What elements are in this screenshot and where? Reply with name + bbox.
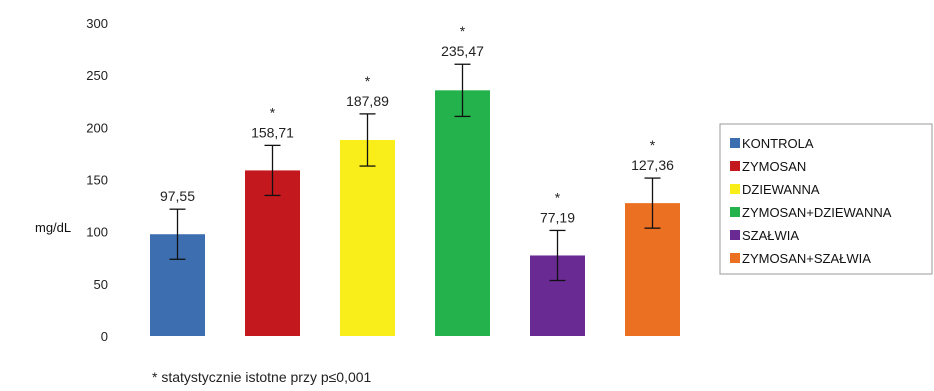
y-tick-label: 50 — [94, 277, 108, 292]
data-label: 97,55 — [160, 188, 195, 204]
data-label: 127,36 — [631, 157, 674, 173]
legend-swatch — [730, 230, 740, 240]
y-tick-label: 300 — [86, 16, 108, 31]
data-label: 77,19 — [540, 209, 575, 225]
data-label: 235,47 — [441, 43, 484, 59]
legend-swatch — [730, 161, 740, 171]
legend-entry: ZYMOSAN — [742, 159, 806, 174]
data-label: 158,71 — [251, 124, 294, 140]
y-axis: 0 50 100 150 200 250 300 — [86, 16, 108, 344]
footnote: * statystycznie istotne przy p≤0,001 — [152, 369, 372, 385]
significance-marker: * — [270, 104, 276, 120]
y-tick-label: 150 — [86, 173, 108, 188]
data-label: 187,89 — [346, 93, 389, 109]
legend-swatch — [730, 184, 740, 194]
legend: KONTROLA ZYMOSAN DZIEWANNA ZYMOSAN+DZIEWANN… — [719, 123, 933, 275]
legend-entry: ZYMOSAN+SZAŁWIA — [742, 251, 871, 266]
bars: 97,55 158,71 * 187,89 * 235,47 * 77,19 * 127,36 * — [150, 23, 680, 337]
legend-entry: KONTROLA — [742, 136, 814, 151]
significance-marker: * — [650, 137, 656, 153]
significance-marker: * — [365, 73, 371, 89]
y-axis-label: mg/dL — [35, 220, 71, 235]
legend-swatch — [730, 253, 740, 263]
y-tick-label: 200 — [86, 120, 108, 135]
bar — [245, 170, 300, 336]
y-tick-label: 100 — [86, 225, 108, 240]
legend-entry: ZYMOSAN+DZIEWANNA — [742, 205, 892, 220]
y-tick-label: 250 — [86, 68, 108, 83]
legend-swatch — [730, 138, 740, 148]
bar — [340, 139, 395, 336]
legend-entry: SZAŁWIA — [742, 228, 799, 243]
significance-marker: * — [555, 189, 561, 205]
legend-entry: DZIEWANNA — [742, 182, 820, 197]
significance-marker: * — [460, 23, 466, 39]
bar — [435, 90, 490, 337]
y-tick-label: 0 — [101, 329, 108, 344]
legend-swatch — [730, 207, 740, 217]
legend-box — [719, 123, 933, 275]
